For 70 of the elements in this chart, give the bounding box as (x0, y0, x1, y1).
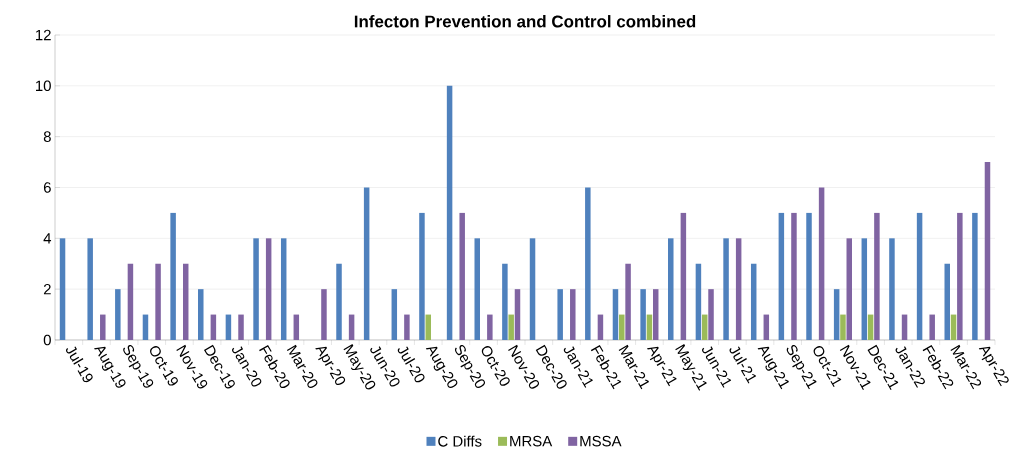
bar (59, 238, 66, 340)
bar (570, 289, 576, 340)
bar (391, 289, 398, 340)
bar (529, 238, 536, 340)
bar (957, 212, 963, 340)
y-tick-label: 12 (36, 29, 51, 41)
y-tick-label: 0 (43, 334, 51, 346)
bar (557, 289, 563, 340)
bar (846, 238, 852, 340)
bar (874, 212, 880, 340)
bar (723, 238, 729, 340)
bar (708, 289, 714, 340)
bar (321, 289, 327, 340)
bar (889, 238, 895, 340)
bar (238, 314, 244, 340)
chart-title: Infecton Prevention and Control combined (354, 15, 696, 28)
legend-label: MSSA (580, 435, 622, 447)
bar (680, 212, 687, 340)
bar (652, 289, 659, 340)
y-tick-label: 8 (43, 131, 51, 142)
legend-label: C Diffs (438, 435, 482, 447)
bar (265, 238, 272, 340)
bar (612, 289, 619, 340)
bar (806, 212, 812, 340)
bar (404, 314, 410, 340)
bar (253, 238, 259, 340)
bar (508, 314, 514, 340)
bar (487, 314, 493, 340)
bar (791, 212, 797, 340)
bar (695, 263, 702, 340)
bar (425, 314, 431, 340)
bar (984, 162, 991, 340)
bar (625, 263, 631, 340)
bar (419, 212, 425, 340)
bar (972, 212, 978, 340)
y-tick-label: 4 (43, 233, 52, 244)
bar (778, 212, 785, 340)
bar (100, 314, 106, 340)
bar (916, 212, 923, 340)
bar (502, 263, 508, 340)
bar (735, 238, 742, 340)
bar (115, 289, 121, 340)
bar (750, 263, 757, 340)
y-tick-label: 6 (43, 182, 51, 193)
bar (640, 289, 646, 340)
bar (363, 187, 370, 340)
bar (861, 238, 868, 340)
y-tick-label: 10 (36, 80, 51, 92)
bar (155, 263, 161, 340)
bar (182, 263, 189, 340)
bar (446, 85, 453, 340)
bar (840, 314, 846, 340)
bar (833, 289, 840, 340)
bar (87, 238, 93, 340)
bar (127, 263, 134, 340)
bar (198, 289, 204, 340)
bar (170, 212, 176, 340)
bar (474, 238, 480, 340)
bar (336, 263, 342, 340)
bar (280, 238, 287, 340)
bar (459, 212, 465, 340)
bar (818, 187, 825, 340)
bar (514, 289, 521, 340)
y-tick-label: 2 (43, 283, 51, 295)
bar (929, 314, 935, 340)
legend-label: MRSA (510, 435, 553, 447)
bar (944, 263, 950, 340)
bar (619, 314, 625, 340)
bar (668, 238, 674, 340)
bar (585, 187, 591, 340)
